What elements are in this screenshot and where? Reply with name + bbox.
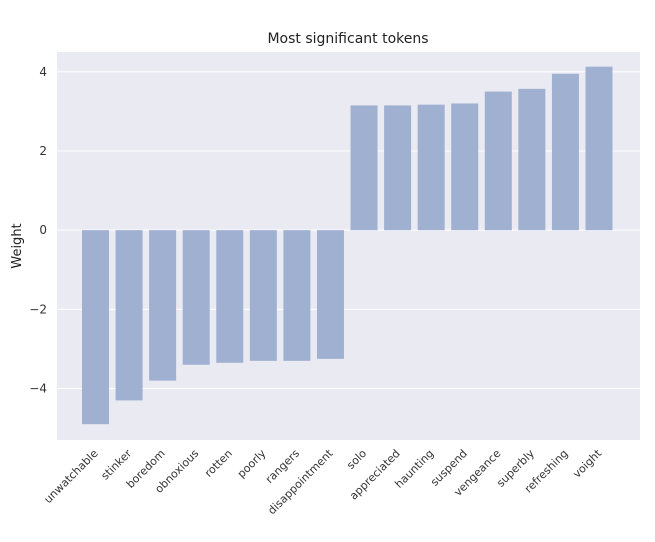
y-tick-label: −4 (29, 382, 47, 396)
bar-appreciated (384, 105, 412, 231)
x-tick-label: voight (570, 446, 604, 480)
y-tick-label: 4 (39, 65, 47, 79)
bar-boredom (149, 230, 177, 381)
y-tick-label: 0 (39, 223, 47, 237)
y-tick-label: −2 (29, 302, 47, 316)
bar-unwatchable (82, 230, 109, 425)
bar-rotten (216, 230, 244, 363)
bar-disappointment (316, 230, 344, 359)
bar-haunting (417, 104, 445, 231)
bar-poorly (249, 230, 277, 361)
x-tick-label: rotten (202, 447, 235, 480)
x-tick-label: unwatchable (42, 447, 101, 506)
bar-stinker (115, 230, 143, 401)
bar-obnoxious (182, 230, 210, 365)
bar-solo (350, 105, 378, 231)
bar-refreshing (551, 73, 579, 231)
y-axis-label: Weight (10, 223, 25, 268)
y-axis-ticks: −4 −2 0 2 4 (29, 65, 47, 396)
bar-superbly (518, 88, 546, 231)
y-tick-label: 2 (39, 144, 47, 158)
bar-vengeance (484, 91, 512, 231)
chart-title: Most significant tokens (267, 31, 428, 47)
bar-voight (585, 66, 613, 231)
bar-rangers (283, 230, 311, 361)
bar-suspend (451, 103, 479, 231)
x-tick-label: solo (344, 447, 369, 472)
bars (82, 66, 613, 425)
